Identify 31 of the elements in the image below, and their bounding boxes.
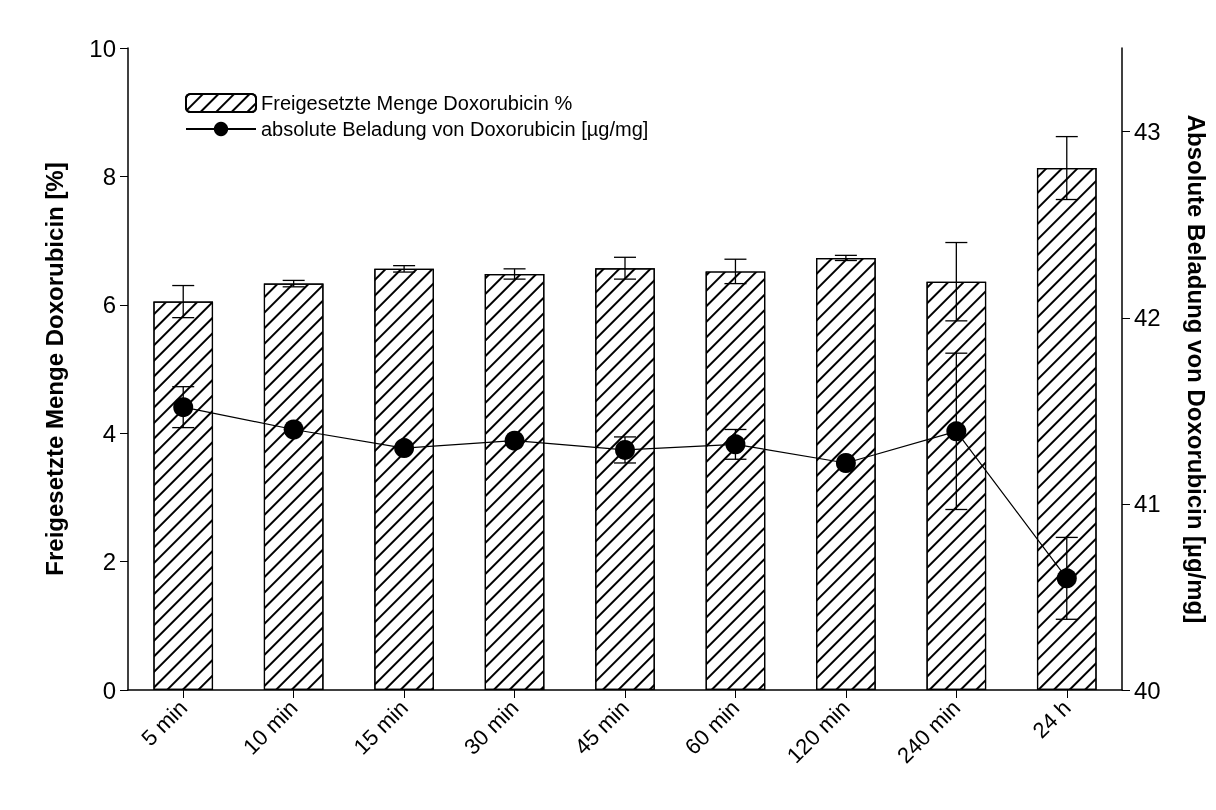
point bbox=[394, 438, 415, 459]
x-tick-label: 5 min bbox=[136, 695, 193, 751]
y2-tick-label: 42 bbox=[1134, 304, 1161, 332]
point bbox=[946, 421, 967, 442]
point bbox=[1056, 568, 1077, 589]
legend-label: Freigesetzte Menge Doxorubicin % bbox=[261, 92, 573, 114]
y-tick-label: 2 bbox=[102, 548, 116, 576]
y-tick-label: 0 bbox=[102, 676, 116, 704]
y-tick-label: 10 bbox=[89, 34, 116, 62]
y2-tick-label: 41 bbox=[1134, 490, 1161, 518]
y-axis-title: Freigesetzte Menge Doxorubicin [%] bbox=[40, 162, 68, 576]
y2-axis-title: Absolute Beladung von Doxorubicin [µg/mg] bbox=[1182, 114, 1210, 624]
y-tick-label: 4 bbox=[102, 419, 116, 447]
x-tick-label: 45 min bbox=[569, 695, 634, 760]
y2-tick-label: 40 bbox=[1134, 676, 1161, 704]
x-tick-label: 120 min bbox=[781, 695, 855, 769]
point bbox=[504, 430, 525, 451]
x-tick-label: 15 min bbox=[348, 695, 413, 760]
y-tick-label: 8 bbox=[102, 162, 116, 190]
point bbox=[725, 434, 746, 455]
x-tick-label: 30 min bbox=[459, 695, 524, 760]
point bbox=[173, 397, 194, 418]
x-tick-label: 60 min bbox=[679, 695, 745, 760]
legend-label: absolute Beladung von Doxorubicin [µg/mg] bbox=[261, 118, 649, 140]
x-tick-label: 10 min bbox=[238, 695, 303, 760]
y-tick-label: 6 bbox=[102, 291, 116, 319]
point bbox=[835, 452, 856, 473]
x-tick-label: 24 h bbox=[1027, 695, 1076, 744]
point bbox=[283, 419, 304, 440]
x-tick-label: 240 min bbox=[892, 695, 966, 769]
y2-tick-label: 43 bbox=[1134, 118, 1161, 146]
